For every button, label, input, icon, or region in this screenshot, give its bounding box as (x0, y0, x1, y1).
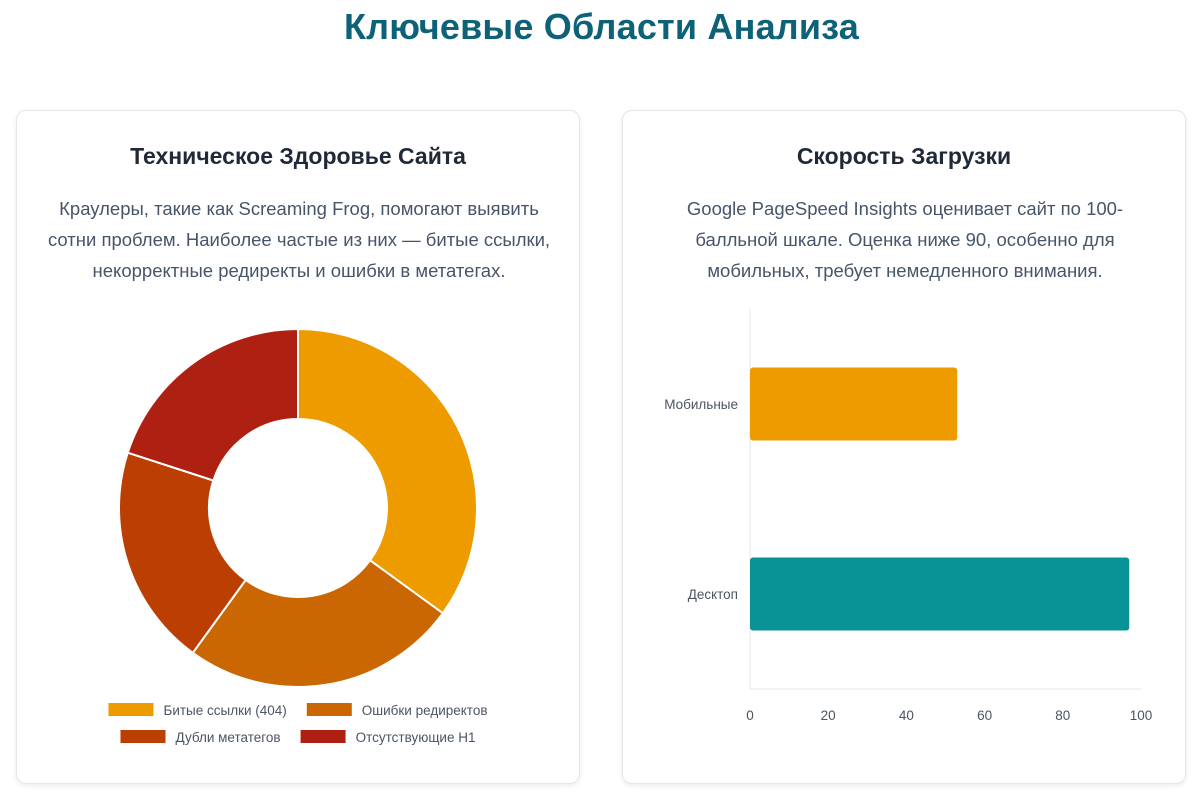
legend-swatch (300, 730, 346, 743)
x-tick-label: 60 (977, 708, 992, 723)
legend-label: Дубли метатегов (176, 730, 281, 745)
legend-row: Битые ссылки (404) Ошибки редиректов (108, 703, 488, 718)
x-tick-label: 40 (899, 708, 914, 723)
legend-item[interactable]: Битые ссылки (404) (108, 703, 287, 718)
legend-label: Отсутствующие H1 (356, 730, 476, 745)
y-category-label: Десктоп (688, 587, 738, 602)
legend-label: Битые ссылки (404) (163, 703, 286, 718)
legend-swatch (108, 703, 154, 716)
issues-doughnut-chart: Битые ссылки (404) Ошибки редиректов Дубли… (108, 327, 488, 745)
bar[interactable] (750, 367, 958, 441)
load-speed-card: Скорость Загрузки Google PageSpeed Insig… (622, 110, 1186, 784)
technical-health-title: Техническое Здоровье Сайта (130, 143, 466, 169)
legend-swatch (120, 730, 166, 743)
x-tick-label: 20 (821, 708, 836, 723)
bar[interactable] (750, 557, 1130, 631)
doughnut-slice[interactable] (191, 558, 445, 688)
load-speed-description: Google PageSpeed Insights оценивает сайт… (686, 198, 1124, 281)
page-title: Ключевые Области Анализа (343, 6, 860, 47)
x-tick-label: 100 (1130, 708, 1153, 723)
pagespeed-bar-chart: 0 20 40 60 80 100 Мобильные Десктоп (664, 309, 1153, 723)
legend-item[interactable]: Ошибки редиректов (306, 703, 488, 718)
doughnut-slice[interactable] (297, 327, 478, 615)
doughnut-slice[interactable] (126, 327, 299, 482)
technical-health-card: Техническое Здоровье Сайта Краулеры, так… (16, 110, 580, 784)
y-category-label: Мобильные (664, 397, 738, 412)
x-tick-label: 80 (1055, 708, 1070, 723)
load-speed-title: Скорость Загрузки (796, 143, 1012, 169)
legend-row: Дубли метатегов Отсутствующие H1 (120, 730, 476, 745)
legend-item[interactable]: Отсутствующие H1 (300, 730, 476, 745)
technical-health-description: Краулеры, такие как Screaming Frog, помо… (47, 198, 551, 281)
legend-item[interactable]: Дубли метатегов (120, 730, 281, 745)
legend-label: Ошибки редиректов (362, 703, 488, 718)
x-tick-label: 0 (746, 708, 754, 723)
legend-swatch (306, 703, 352, 716)
doughnut-slice[interactable] (118, 451, 248, 655)
